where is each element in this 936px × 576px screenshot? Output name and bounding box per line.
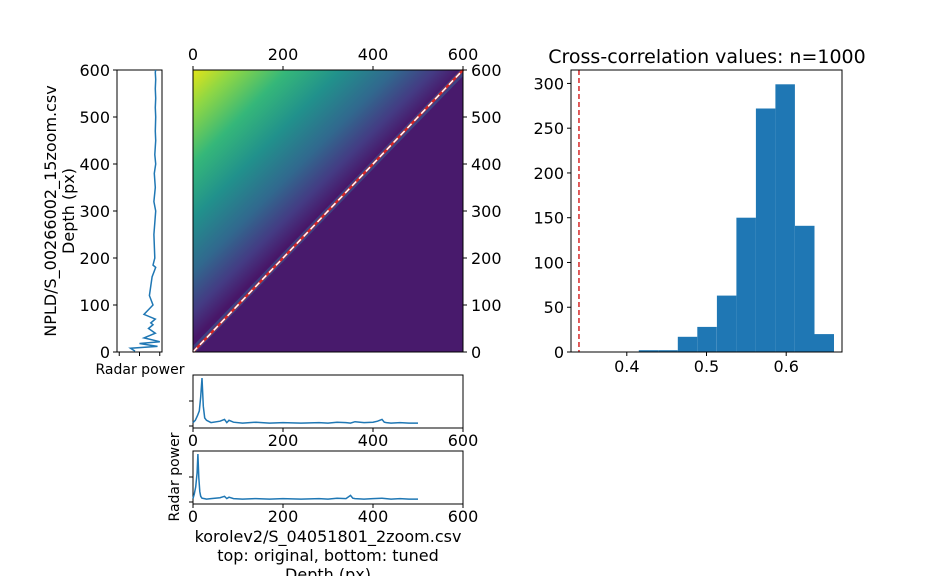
heatmap-xtick-label: 400 [358, 45, 389, 64]
bottom-xtick-label: 400 [358, 431, 389, 450]
bottom-original-yticks [189, 400, 193, 427]
heatmap-ytick-label: 100 [471, 296, 502, 315]
heatmap-ytick-label: 200 [471, 249, 502, 268]
bottom-xtick-label: 400 [358, 507, 389, 526]
left-ytick-label: 500 [79, 108, 110, 127]
histogram-bar [638, 350, 659, 352]
histogram-bar [755, 108, 776, 352]
left-ytick-label: 0 [100, 343, 110, 362]
histogram-bar [658, 350, 678, 352]
left-profile-panel: 0 100 200 300 400 500 600 Radar power NPLD/S_0… [41, 61, 185, 378]
bottom-original-line [192, 377, 418, 424]
histogram-xticks: 0.4 0.5 0.6 [614, 352, 799, 376]
bottom-tuned-panel: 0 200 400 600 Radar power korolev2/S_040518… [167, 432, 478, 576]
left-profile-ylabel-line2: Depth (px) [59, 168, 78, 254]
bottom-original-panel: 0 200 400 600 [188, 374, 478, 450]
heatmap-top-xticks: 0 200 400 600 [188, 45, 478, 70]
left-profile-yticks: 0 100 200 300 400 500 600 [79, 61, 117, 362]
left-ytick-label: 200 [79, 249, 110, 268]
bottom-xtick-label: 200 [268, 507, 299, 526]
left-profile-xlabel: Radar power [96, 362, 185, 378]
bottom-tuned-xticks: 0 200 400 600 [188, 504, 478, 526]
heatmap-xtick-label: 600 [448, 45, 479, 64]
heatmap-right-yticks: 0 100 200 300 400 500 600 [463, 61, 502, 362]
histogram-bar [677, 336, 698, 352]
histogram-bar [697, 326, 717, 352]
bottom-tuned-frame [192, 450, 464, 505]
heatmap-ytick-label: 500 [471, 108, 502, 127]
bottom-tuned-yticks [189, 476, 193, 503]
bottom-tuned-ylabel: Radar power [167, 432, 183, 521]
bottom-tuned-line [192, 453, 418, 500]
histogram-bar [736, 217, 756, 352]
histogram-ytick-label: 100 [533, 253, 564, 272]
bottom-xlabel-line3: Depth (px) [285, 565, 371, 576]
bottom-xtick-label: 600 [448, 431, 479, 450]
left-ytick-label: 300 [79, 202, 110, 221]
bottom-xtick-label: 200 [268, 431, 299, 450]
heatmap-ytick-label: 600 [471, 61, 502, 80]
left-ytick-label: 400 [79, 155, 110, 174]
bottom-xlabel-line2: top: original, bottom: tuned [217, 546, 439, 565]
histogram-bar [814, 334, 834, 352]
cost-matrix-panel: 0 200 400 600 0 100 200 300 400 500 600 [188, 45, 502, 362]
histogram-bar [716, 295, 737, 352]
left-ytick-label: 600 [79, 61, 110, 80]
histogram-ytick-label: 50 [544, 298, 564, 317]
histogram-panel: Cross-correlation values: n=1000 0.4 0.5 0… [533, 46, 865, 376]
left-ytick-label: 100 [79, 296, 110, 315]
diagonal-dashed-line [192, 69, 464, 353]
histogram-ytick-label: 250 [533, 119, 564, 138]
histogram-xtick-label: 0.6 [773, 357, 798, 376]
heatmap-xtick-label: 200 [268, 45, 299, 64]
histogram-bar [775, 84, 795, 353]
heatmap-xtick-label: 0 [188, 45, 198, 64]
histogram-title: Cross-correlation values: n=1000 [548, 46, 865, 68]
histogram-bars [638, 84, 834, 353]
histogram-ytick-label: 200 [533, 164, 564, 183]
heatmap-ytick-label: 0 [471, 343, 481, 362]
heatmap-ytick-label: 400 [471, 155, 502, 174]
left-profile-line [128, 69, 160, 352]
bottom-original-xticks: 0 200 400 600 [188, 428, 478, 450]
heatmap-ytick-label: 300 [471, 202, 502, 221]
histogram-bar [795, 225, 815, 352]
histogram-xtick-label: 0.5 [694, 357, 719, 376]
histogram-xtick-label: 0.4 [614, 357, 639, 376]
histogram-ytick-label: 300 [533, 74, 564, 93]
left-profile-ylabel-line1: NPLD/S_00266002_15zoom.csv [41, 85, 61, 336]
left-profile-xticks [118, 352, 161, 356]
histogram-ytick-label: 150 [533, 209, 564, 228]
histogram-ytick-label: 0 [554, 343, 564, 362]
bottom-original-frame [192, 374, 464, 429]
bottom-xtick-label: 0 [188, 431, 198, 450]
bottom-xtick-label: 0 [188, 507, 198, 526]
bottom-xtick-label: 600 [448, 507, 479, 526]
bottom-xlabel-line1: korolev2/S_04051801_2zoom.csv [195, 527, 462, 547]
histogram-yticks: 0 50 100 150 200 250 300 [533, 74, 571, 362]
